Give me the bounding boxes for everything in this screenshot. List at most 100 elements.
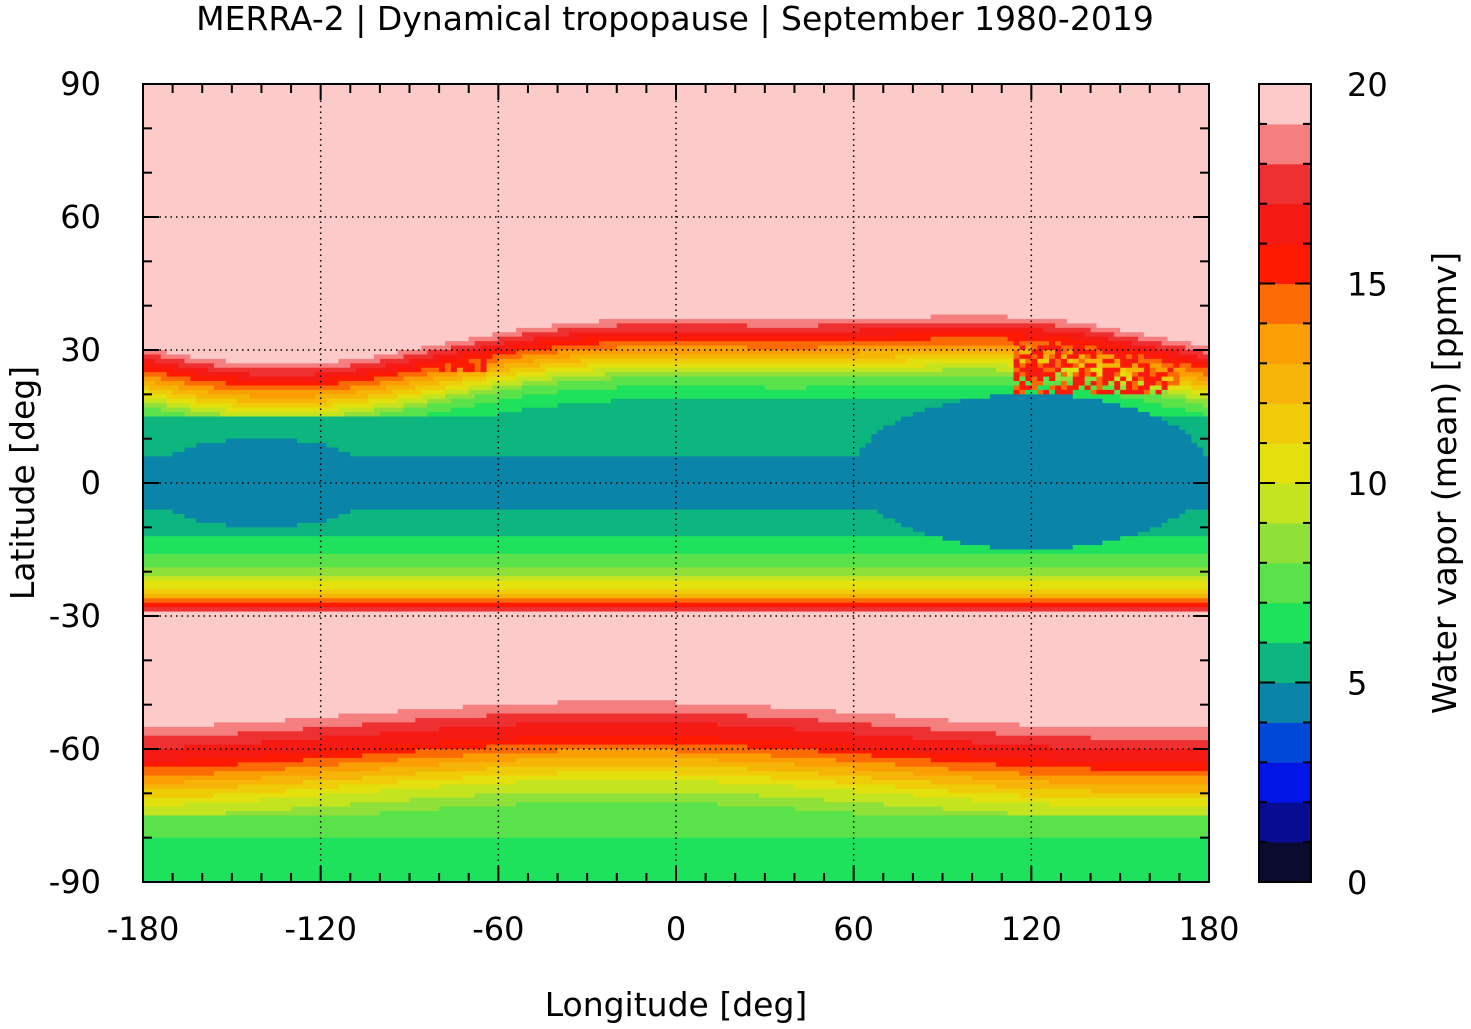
heatmap-cell bbox=[143, 150, 1209, 156]
heatmap-cell bbox=[143, 128, 1209, 134]
heatmap-cell bbox=[1096, 385, 1103, 391]
heatmap-cell bbox=[557, 403, 944, 409]
heatmap-cell bbox=[1055, 323, 1098, 329]
heatmap-cell bbox=[397, 757, 517, 763]
heatmap-cell bbox=[462, 367, 476, 373]
heatmap-cell bbox=[1031, 354, 1038, 360]
heatmap-cell bbox=[522, 381, 559, 387]
heatmap-cell bbox=[516, 376, 553, 382]
heatmap-cell bbox=[1090, 327, 1121, 333]
heatmap-cell bbox=[794, 740, 973, 746]
heatmap-cell bbox=[1019, 367, 1032, 373]
heatmap-cell bbox=[1132, 376, 1139, 382]
heatmap-cell bbox=[462, 381, 494, 387]
heatmap-cell bbox=[1120, 403, 1163, 409]
heatmap-cell bbox=[1096, 350, 1103, 356]
heatmap-cell bbox=[143, 509, 174, 515]
heatmap-cell bbox=[1066, 381, 1074, 387]
heatmap-cell bbox=[143, 527, 914, 533]
heatmap-cell bbox=[557, 700, 677, 706]
heatmap-cell bbox=[1137, 336, 1169, 342]
heatmap-cell bbox=[1203, 372, 1209, 378]
heatmap-cell bbox=[948, 717, 1209, 723]
heatmap-cell bbox=[291, 806, 440, 812]
heatmap-cell bbox=[1161, 363, 1175, 369]
y-tick-label: 90 bbox=[60, 65, 101, 103]
heatmap-cell bbox=[1055, 358, 1062, 364]
heatmap-cell bbox=[143, 793, 215, 799]
heatmap-cell bbox=[1049, 385, 1056, 391]
heatmap-cell bbox=[143, 735, 322, 741]
heatmap-cell bbox=[362, 753, 464, 759]
heatmap-cell bbox=[1191, 438, 1209, 444]
heatmap-cell bbox=[143, 553, 1209, 559]
heatmap-cell bbox=[794, 726, 932, 732]
heatmap-cell bbox=[225, 381, 340, 387]
heatmap-cell bbox=[143, 243, 1209, 249]
heatmap-cell bbox=[249, 372, 316, 378]
heatmap-cell bbox=[433, 354, 464, 360]
heatmap-cell bbox=[516, 327, 559, 333]
heatmap-cell bbox=[972, 775, 1209, 781]
colorbar-segment bbox=[1259, 443, 1311, 484]
heatmap-cell bbox=[143, 780, 186, 786]
heatmap-cell bbox=[1049, 341, 1056, 347]
heatmap-cell bbox=[1114, 389, 1121, 395]
heatmap-cell bbox=[1072, 345, 1080, 351]
heatmap-cell bbox=[587, 363, 926, 369]
heatmap-cell bbox=[895, 332, 1027, 338]
heatmap-cell bbox=[747, 345, 819, 351]
x-tick-label: 60 bbox=[833, 910, 874, 948]
heatmap-cell bbox=[332, 403, 375, 409]
heatmap-cell bbox=[1031, 345, 1038, 351]
heatmap-cell bbox=[1025, 381, 1032, 387]
heatmap-cell bbox=[196, 443, 328, 449]
heatmap-cell bbox=[462, 376, 488, 382]
heatmap-cell bbox=[1161, 341, 1192, 347]
heatmap-cell bbox=[143, 163, 1209, 169]
heatmap-cell bbox=[1126, 345, 1157, 351]
heatmap-cell bbox=[972, 740, 1209, 746]
y-tick-label: -30 bbox=[49, 597, 101, 635]
heatmap-cell bbox=[219, 412, 345, 418]
heatmap-cell bbox=[196, 394, 251, 400]
heatmap-cell bbox=[1096, 345, 1127, 351]
heatmap-cell bbox=[871, 438, 1192, 444]
heatmap-cell bbox=[143, 110, 1209, 116]
heatmap-cell bbox=[456, 372, 488, 378]
heatmap-cell bbox=[1120, 376, 1127, 382]
heatmap-cell bbox=[184, 802, 351, 808]
heatmap-cell bbox=[285, 717, 417, 723]
heatmap-cell bbox=[1055, 389, 1062, 395]
heatmap-cell bbox=[320, 771, 417, 777]
heatmap-cell bbox=[717, 722, 873, 728]
heatmap-cell bbox=[1025, 385, 1032, 391]
heatmap-cell bbox=[143, 168, 1209, 174]
heatmap-cell bbox=[143, 172, 1209, 178]
heatmap-cell bbox=[350, 363, 387, 369]
heatmap-cell bbox=[1037, 345, 1044, 351]
heatmap-cell bbox=[143, 709, 399, 715]
heatmap-cell bbox=[770, 704, 1209, 710]
heatmap-cell bbox=[143, 722, 215, 728]
heatmap-cell bbox=[498, 358, 535, 364]
heatmap-cell bbox=[385, 363, 417, 369]
heatmap-cell bbox=[1137, 363, 1151, 369]
heatmap-cell bbox=[1149, 354, 1169, 360]
heatmap-cell bbox=[747, 713, 896, 719]
heatmap-cell bbox=[883, 802, 1050, 808]
heatmap-cell bbox=[143, 248, 1209, 254]
colorbar-segment bbox=[1259, 243, 1311, 284]
heatmap-cell bbox=[545, 372, 606, 378]
colorbar-segment bbox=[1259, 522, 1311, 564]
heatmap-cell bbox=[462, 354, 494, 360]
heatmap-cell bbox=[806, 385, 1015, 391]
colorbar-segment bbox=[1259, 403, 1311, 444]
heatmap-cell bbox=[143, 771, 215, 777]
heatmap-cell bbox=[172, 509, 351, 515]
heatmap-cell bbox=[143, 146, 1209, 152]
heatmap-cell bbox=[1120, 354, 1127, 360]
heatmap-cell bbox=[433, 376, 464, 382]
heatmap-cell bbox=[143, 669, 1209, 675]
heatmap-cell bbox=[930, 726, 1209, 732]
